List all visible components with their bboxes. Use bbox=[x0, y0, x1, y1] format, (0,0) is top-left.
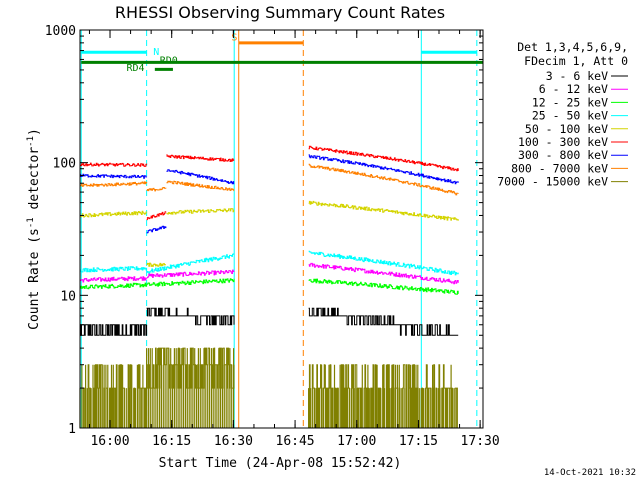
series-trace bbox=[80, 276, 148, 283]
series-trace bbox=[166, 180, 235, 192]
x-tick-label: 16:45 bbox=[276, 434, 315, 449]
series-trace bbox=[80, 282, 148, 290]
x-tick-label: 17:30 bbox=[461, 434, 500, 449]
series-trace bbox=[146, 187, 167, 192]
series-trace bbox=[146, 278, 235, 287]
axis-layer: 16:00 16:15 16:30 16:45 17:00 17:15 17:30 1 10 10… bbox=[45, 24, 500, 449]
legend-header-line2: FDecim 1, Att 0 bbox=[524, 54, 628, 68]
series-trace bbox=[80, 162, 148, 167]
series-trace bbox=[308, 250, 459, 276]
x-tick-label: 16:15 bbox=[152, 434, 191, 449]
series-trace bbox=[308, 145, 459, 172]
series-trace bbox=[146, 269, 235, 279]
legend-label: 25 - 50 keV bbox=[532, 109, 608, 123]
y-tick-label: 1 bbox=[68, 422, 76, 437]
series-trace bbox=[80, 181, 148, 187]
x-tick-label: 17:15 bbox=[399, 434, 438, 449]
y-label-sup2: -1 bbox=[26, 136, 36, 147]
series-trace bbox=[146, 262, 166, 267]
x-tick-label: 16:00 bbox=[90, 434, 129, 449]
plot-frame bbox=[79, 29, 484, 429]
footer-date: 14-Oct-2021 10:32 bbox=[544, 468, 636, 478]
series-trace bbox=[146, 307, 235, 326]
x-axis-label: Start Time (24-Apr-08 15:52:42) bbox=[159, 456, 402, 471]
bar-label: RD0 bbox=[160, 55, 178, 66]
bar-label: S bbox=[231, 33, 237, 44]
series-trace bbox=[80, 324, 148, 336]
series-trace bbox=[146, 253, 235, 274]
series-trace bbox=[166, 154, 235, 162]
y-tick-label: 100 bbox=[53, 157, 76, 172]
series-trace bbox=[308, 262, 459, 285]
legend-label: 800 - 7000 keV bbox=[511, 161, 608, 175]
series-trace bbox=[308, 163, 459, 196]
series-trace bbox=[146, 347, 235, 389]
legend-label: 50 - 100 keV bbox=[525, 122, 608, 136]
series-trace bbox=[80, 210, 148, 218]
series-trace bbox=[308, 307, 459, 336]
legend-header-line1: Det 1,3,4,5,6,9, bbox=[517, 40, 628, 54]
series-trace bbox=[146, 211, 167, 221]
series-trace bbox=[308, 200, 459, 221]
legend-label: 300 - 800 keV bbox=[518, 148, 608, 162]
y-label-sup1: -1 bbox=[26, 217, 36, 228]
legend-label: 6 - 12 keV bbox=[539, 82, 608, 96]
series-trace bbox=[166, 208, 235, 215]
series-rods bbox=[308, 364, 458, 428]
legend-label: 12 - 25 keV bbox=[532, 95, 608, 109]
series-trace bbox=[80, 266, 148, 273]
series-trace bbox=[308, 278, 459, 295]
y-label-end: ) bbox=[27, 128, 42, 136]
legend-label: 3 - 6 keV bbox=[546, 69, 608, 83]
y-label-main: Count Rate (s bbox=[27, 228, 42, 330]
series-rods bbox=[146, 348, 235, 428]
legend-label: 100 - 300 keV bbox=[518, 135, 608, 149]
bar-label: N bbox=[153, 47, 159, 58]
legend-label: 7000 - 15000 keV bbox=[497, 175, 608, 189]
x-tick-label: 17:00 bbox=[337, 434, 376, 449]
y-tick-label: 1000 bbox=[45, 24, 76, 39]
series-trace bbox=[146, 225, 167, 234]
series-trace bbox=[308, 154, 459, 185]
y-label-mid: detector bbox=[27, 147, 42, 218]
series-trace bbox=[80, 173, 148, 179]
y-axis-label: Count Rate (s-1 detector-1) bbox=[26, 128, 42, 330]
chart-title: RHESSI Observing Summary Count Rates bbox=[115, 3, 445, 22]
series-trace bbox=[166, 169, 235, 185]
y-tick-label: 10 bbox=[60, 289, 76, 304]
bar-label: RD4 bbox=[126, 63, 144, 74]
x-tick-label: 16:30 bbox=[214, 434, 253, 449]
